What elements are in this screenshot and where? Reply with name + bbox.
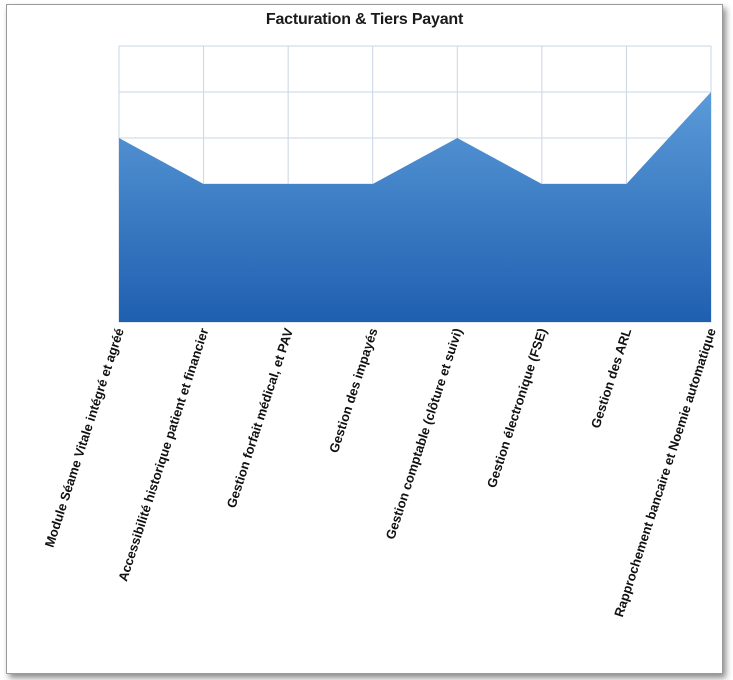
- x-tick-label: Accessibilité historique patient et fina…: [115, 326, 211, 583]
- area-series: [119, 92, 711, 322]
- chart-title: Facturation & Tiers Payant: [265, 11, 464, 28]
- x-tick-label: Gestion des impayés: [326, 326, 380, 454]
- x-tick-label: Gestion des ARL: [588, 326, 635, 430]
- x-tick-label: Gestion électronique (FSE): [484, 326, 550, 489]
- x-tick-label: Gestion forfait médical, et PAV: [224, 326, 296, 510]
- x-tick-label: Module Séame Vitale intégré et agréé: [42, 326, 127, 549]
- chart-card: Facturation & Tiers Payant: [6, 4, 723, 674]
- x-tick-label: Gestion comptable (clôture et suivi): [383, 326, 466, 541]
- x-tick-label: Rapprochement bancaire et Noemie automat…: [611, 326, 719, 619]
